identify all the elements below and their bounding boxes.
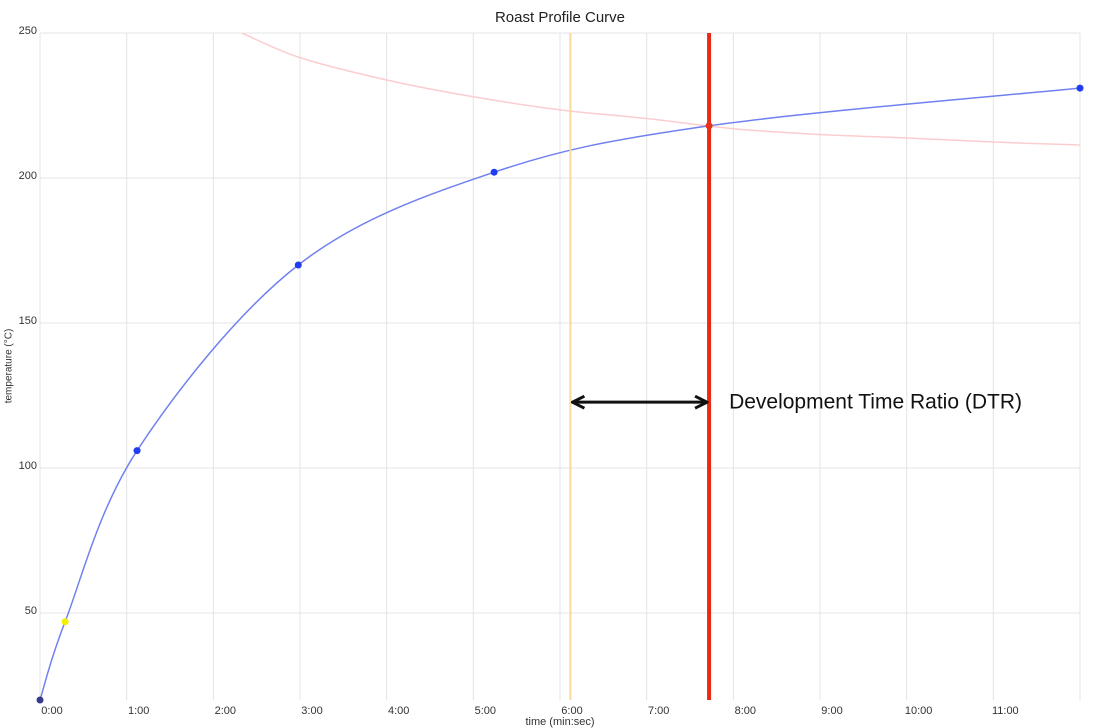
x-tick-label: 3:00 xyxy=(301,705,322,717)
data-point xyxy=(133,447,141,455)
data-point xyxy=(61,618,69,626)
y-tick-label: 250 xyxy=(19,25,37,37)
data-point xyxy=(36,696,44,704)
x-tick-label: 9:00 xyxy=(821,705,842,717)
x-tick-label: 5:00 xyxy=(475,705,496,717)
x-tick-label: 4:00 xyxy=(388,705,409,717)
x-tick-label: 0:00 xyxy=(41,705,62,717)
x-tick-label: 10:00 xyxy=(905,705,933,717)
y-tick-label: 150 xyxy=(19,315,37,327)
annotation: Development Time Ratio (DTR) xyxy=(729,391,1022,414)
y-tick-label: 200 xyxy=(19,170,37,182)
data-point xyxy=(705,122,713,130)
series-line xyxy=(241,33,1080,146)
y-tick-label: 100 xyxy=(19,460,37,472)
x-axis-label: time (min:sec) xyxy=(525,716,594,728)
y-axis-label: temperature (°C) xyxy=(4,329,15,404)
data-point xyxy=(294,261,302,269)
x-tick-label: 11:00 xyxy=(992,705,1019,717)
data-point xyxy=(490,168,498,176)
x-tick-label: 6:00 xyxy=(561,705,582,717)
chart-title: Roast Profile Curve xyxy=(495,9,625,26)
x-tick-label: 1:00 xyxy=(128,705,149,717)
series-line xyxy=(40,87,1080,700)
data-point xyxy=(1076,84,1084,92)
y-tick-label: 50 xyxy=(25,605,37,617)
x-tick-label: 8:00 xyxy=(735,705,756,717)
x-tick-label: 7:00 xyxy=(648,705,669,717)
x-tick-label: 2:00 xyxy=(215,705,236,717)
